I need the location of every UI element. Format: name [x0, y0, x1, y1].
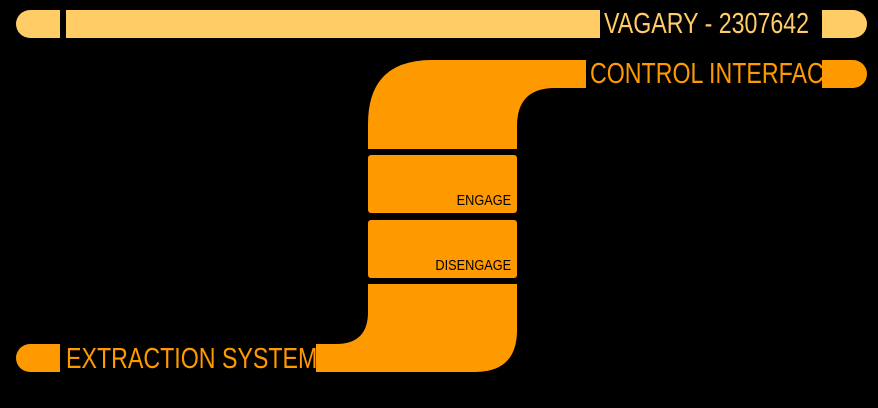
- engage-button-label: ENGAGE: [456, 192, 511, 209]
- control-interface-right-cap: [822, 60, 867, 88]
- header-bar: [66, 10, 600, 38]
- control-interface-title: CONTROL INTERFACE: [590, 58, 840, 90]
- header-title: VAGARY - 2307642: [604, 8, 810, 40]
- engage-button[interactable]: ENGAGE: [368, 155, 517, 213]
- header-left-cap: [16, 10, 60, 38]
- header-right-cap: [822, 10, 867, 38]
- upper-elbow: [368, 60, 586, 149]
- disengage-button-label: DISENGAGE: [435, 257, 511, 274]
- extraction-systems-title: EXTRACTION SYSTEMS: [66, 343, 333, 375]
- disengage-button[interactable]: DISENGAGE: [368, 220, 517, 278]
- lower-elbow: [316, 284, 517, 372]
- extraction-systems-left-cap: [16, 344, 60, 372]
